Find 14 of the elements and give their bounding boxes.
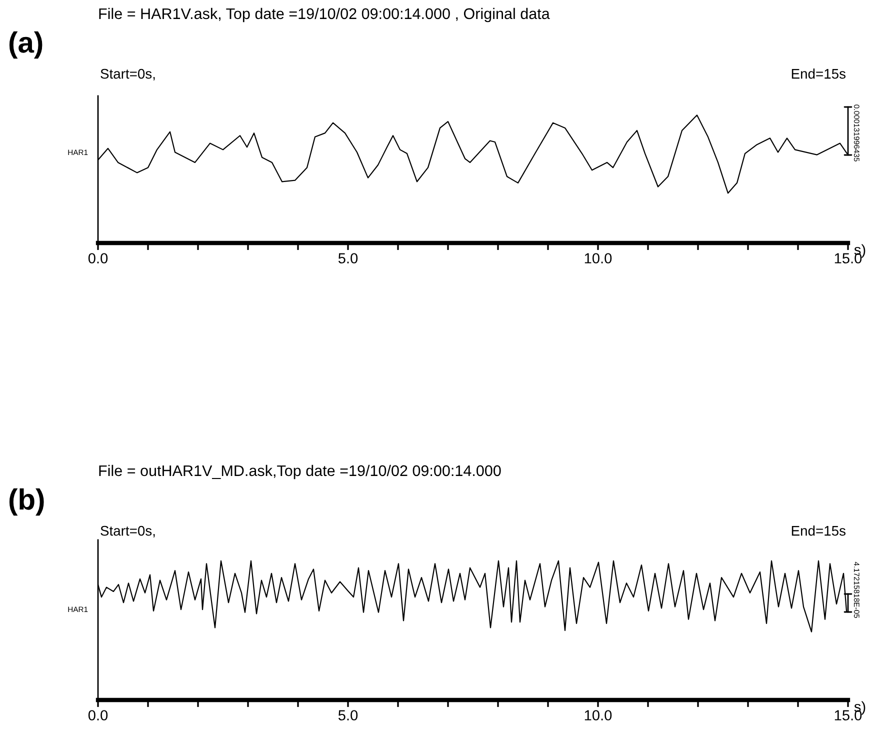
chart-title: File = outHAR1V_MD.ask,Top date =19/10/02 09:00:14.000 <box>99 464 501 480</box>
x-tick-label: 10.0 <box>584 253 612 264</box>
text: (a) <box>9 31 42 59</box>
text: Start=0s, <box>100 526 155 538</box>
x-tick-label: 5.0 <box>338 253 358 264</box>
text: (b) <box>9 488 44 516</box>
text: End=15s <box>792 526 846 536</box>
text: Start=0s, <box>100 68 155 80</box>
x-tick-label: 0.0 <box>88 710 108 720</box>
x-tick-label: 5.0 <box>338 710 358 720</box>
text: End=15s <box>792 68 846 79</box>
x-tick-label: 10.0 <box>584 710 612 720</box>
chart-title: File = HAR1V.ask, Top date =19/10/02 09:00:14.000 , Original data <box>99 8 550 22</box>
x-tick-label: 0.0 <box>88 253 108 264</box>
